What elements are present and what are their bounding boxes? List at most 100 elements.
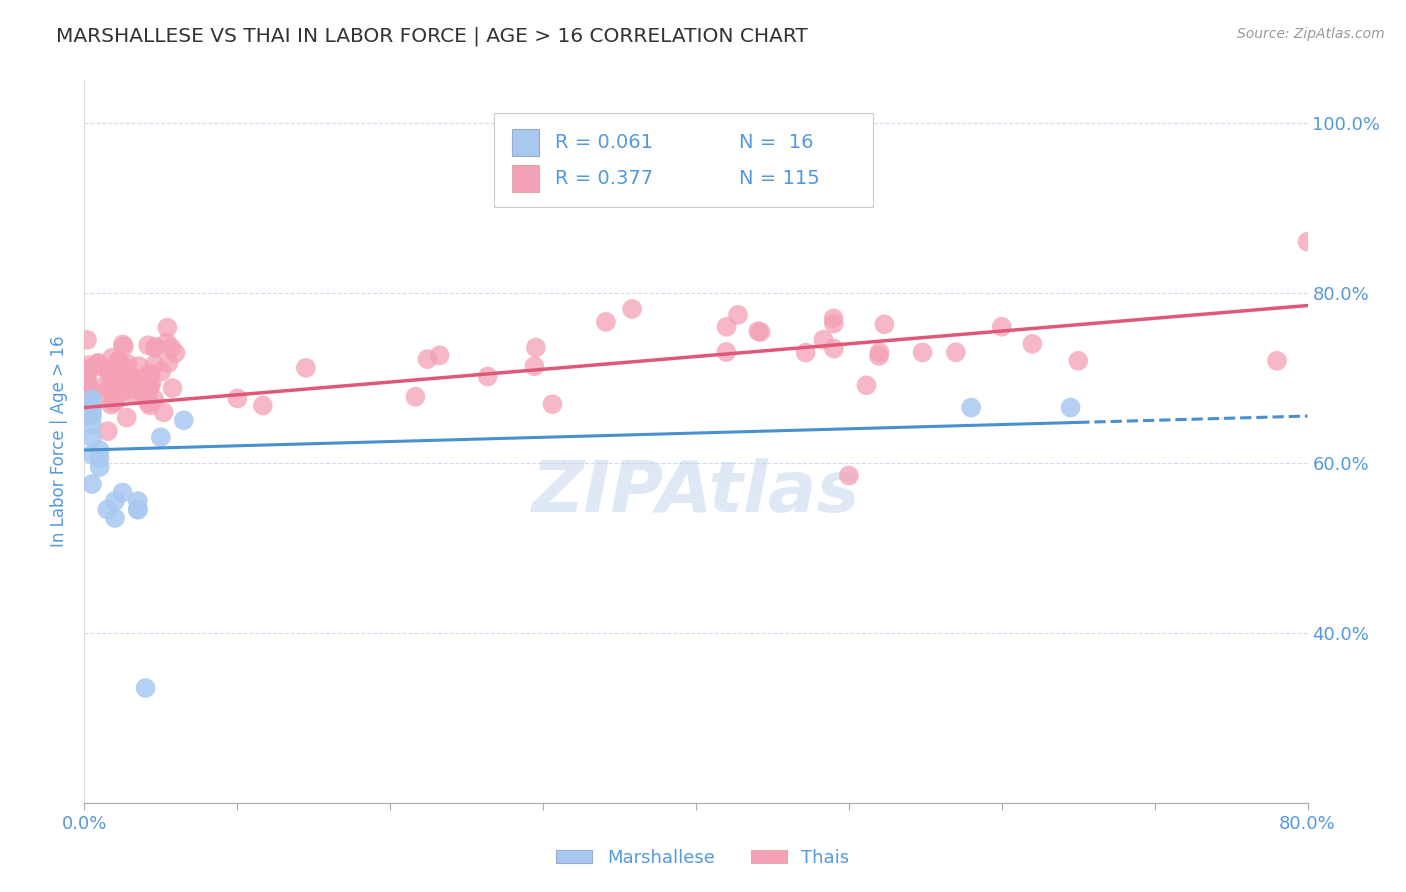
Point xyxy=(117,370,139,384)
Point xyxy=(716,319,738,334)
Point xyxy=(101,371,124,385)
Point xyxy=(1021,336,1043,351)
Point xyxy=(104,368,127,383)
Point xyxy=(813,333,835,347)
Point xyxy=(143,358,166,372)
Point xyxy=(911,345,934,359)
Point xyxy=(96,362,118,376)
Point xyxy=(173,413,195,427)
Point xyxy=(128,359,150,373)
Point xyxy=(129,373,152,387)
Point xyxy=(162,381,184,395)
Point xyxy=(89,451,111,466)
Point xyxy=(111,366,134,380)
Point xyxy=(112,339,135,353)
Point xyxy=(155,335,177,350)
Point xyxy=(136,395,159,409)
Point xyxy=(118,370,141,384)
Point xyxy=(747,324,769,338)
Point xyxy=(749,325,772,339)
Point xyxy=(80,392,103,406)
Text: ZIPAtlas: ZIPAtlas xyxy=(531,458,860,526)
Point xyxy=(794,345,817,359)
Point xyxy=(134,387,156,401)
Point xyxy=(80,417,103,432)
Point xyxy=(226,392,249,406)
Point xyxy=(621,301,644,316)
Point xyxy=(165,346,187,360)
Point xyxy=(152,405,174,419)
Point xyxy=(823,317,845,331)
Point xyxy=(76,370,98,384)
Point xyxy=(541,397,564,411)
Point xyxy=(145,341,167,355)
Point xyxy=(873,318,896,332)
Point xyxy=(416,352,439,367)
Legend: Marshallese, Thais: Marshallese, Thais xyxy=(550,842,856,874)
Point xyxy=(103,395,125,409)
Point xyxy=(131,377,153,392)
Point xyxy=(90,359,112,374)
Point xyxy=(90,386,112,401)
Point xyxy=(252,399,274,413)
FancyBboxPatch shape xyxy=(513,165,540,193)
Point xyxy=(108,369,131,384)
FancyBboxPatch shape xyxy=(513,128,540,156)
Point xyxy=(75,377,97,392)
Point xyxy=(132,379,155,393)
Point xyxy=(80,409,103,423)
Point xyxy=(429,348,451,362)
Point xyxy=(945,345,967,359)
Point xyxy=(1265,353,1288,368)
Point xyxy=(149,430,172,444)
Point xyxy=(97,363,120,377)
Point xyxy=(160,341,183,355)
Point xyxy=(855,378,877,392)
Text: R = 0.061: R = 0.061 xyxy=(555,133,654,152)
Point xyxy=(150,364,173,378)
Point xyxy=(124,388,146,402)
Point xyxy=(716,345,738,359)
Point xyxy=(80,430,103,444)
Point xyxy=(111,485,134,500)
Point xyxy=(138,384,160,399)
Point xyxy=(100,376,122,390)
Point xyxy=(868,349,890,363)
Point xyxy=(145,340,167,354)
Point xyxy=(107,353,129,368)
Point xyxy=(121,370,143,384)
Point xyxy=(838,468,860,483)
Point xyxy=(100,398,122,412)
Point xyxy=(139,368,162,382)
Point xyxy=(124,372,146,386)
Point xyxy=(80,401,103,415)
Y-axis label: In Labor Force | Age > 16: In Labor Force | Age > 16 xyxy=(51,335,69,548)
Point xyxy=(76,398,98,412)
Point xyxy=(823,342,845,356)
Point xyxy=(75,362,97,376)
Point xyxy=(477,369,499,384)
Point xyxy=(79,382,101,396)
Point xyxy=(80,447,103,461)
Point xyxy=(869,345,891,359)
Point xyxy=(139,399,162,413)
Point xyxy=(77,358,100,372)
Point xyxy=(97,424,120,438)
Point xyxy=(141,376,163,391)
Point xyxy=(103,369,125,384)
Point xyxy=(75,368,97,383)
Point xyxy=(107,356,129,370)
Point xyxy=(135,377,157,392)
Point xyxy=(127,502,149,516)
Point xyxy=(101,351,124,365)
Point xyxy=(86,356,108,370)
Text: N =  16: N = 16 xyxy=(738,133,813,152)
Point xyxy=(823,311,845,326)
FancyBboxPatch shape xyxy=(494,112,873,207)
Point xyxy=(139,379,162,393)
Point xyxy=(112,382,135,396)
Point xyxy=(127,502,149,516)
Text: MARSHALLESE VS THAI IN LABOR FORCE | AGE > 16 CORRELATION CHART: MARSHALLESE VS THAI IN LABOR FORCE | AGE… xyxy=(56,27,808,46)
Point xyxy=(132,384,155,399)
Point xyxy=(80,477,103,491)
